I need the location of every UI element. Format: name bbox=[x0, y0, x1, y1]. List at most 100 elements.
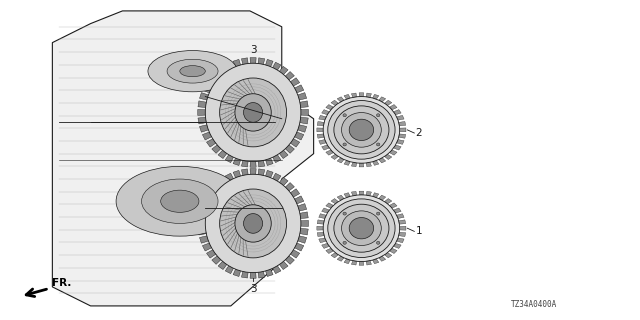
Polygon shape bbox=[389, 203, 397, 208]
Ellipse shape bbox=[205, 63, 301, 162]
Ellipse shape bbox=[116, 166, 244, 236]
Polygon shape bbox=[344, 161, 350, 165]
Ellipse shape bbox=[342, 113, 381, 147]
Polygon shape bbox=[276, 66, 288, 78]
Polygon shape bbox=[212, 72, 225, 83]
Polygon shape bbox=[271, 62, 281, 74]
Polygon shape bbox=[397, 140, 404, 144]
Polygon shape bbox=[317, 232, 324, 236]
Polygon shape bbox=[295, 101, 308, 108]
Ellipse shape bbox=[342, 211, 381, 245]
Polygon shape bbox=[233, 154, 242, 165]
Ellipse shape bbox=[376, 241, 380, 244]
Polygon shape bbox=[271, 173, 281, 185]
Ellipse shape bbox=[323, 97, 399, 163]
Ellipse shape bbox=[220, 189, 287, 258]
Polygon shape bbox=[241, 169, 249, 180]
Polygon shape bbox=[282, 142, 294, 153]
Polygon shape bbox=[198, 117, 211, 124]
Polygon shape bbox=[295, 212, 308, 219]
Polygon shape bbox=[344, 193, 350, 197]
Ellipse shape bbox=[323, 195, 399, 261]
Polygon shape bbox=[293, 204, 307, 212]
Ellipse shape bbox=[334, 204, 389, 252]
Polygon shape bbox=[218, 258, 230, 269]
Ellipse shape bbox=[161, 190, 199, 212]
Ellipse shape bbox=[167, 59, 218, 83]
Polygon shape bbox=[331, 100, 339, 106]
Polygon shape bbox=[207, 247, 220, 258]
Polygon shape bbox=[264, 265, 273, 276]
Polygon shape bbox=[359, 93, 364, 97]
Polygon shape bbox=[276, 177, 288, 189]
Polygon shape bbox=[394, 110, 401, 115]
Polygon shape bbox=[394, 208, 401, 213]
Ellipse shape bbox=[328, 199, 395, 258]
Polygon shape bbox=[257, 58, 265, 69]
Polygon shape bbox=[389, 105, 397, 110]
Polygon shape bbox=[385, 154, 392, 159]
Polygon shape bbox=[241, 267, 249, 278]
Polygon shape bbox=[250, 268, 256, 278]
Polygon shape bbox=[198, 228, 211, 235]
Polygon shape bbox=[317, 128, 323, 132]
Polygon shape bbox=[322, 145, 330, 150]
Polygon shape bbox=[296, 109, 308, 116]
Polygon shape bbox=[295, 228, 308, 235]
Polygon shape bbox=[317, 122, 324, 126]
Polygon shape bbox=[319, 214, 326, 219]
Polygon shape bbox=[264, 170, 273, 182]
Polygon shape bbox=[233, 265, 242, 276]
Ellipse shape bbox=[343, 143, 346, 146]
Polygon shape bbox=[250, 169, 256, 179]
Polygon shape bbox=[322, 110, 330, 115]
Polygon shape bbox=[319, 140, 326, 144]
Polygon shape bbox=[337, 97, 344, 102]
Polygon shape bbox=[322, 208, 330, 213]
Polygon shape bbox=[337, 256, 344, 261]
Polygon shape bbox=[200, 92, 213, 101]
Ellipse shape bbox=[328, 100, 395, 159]
Polygon shape bbox=[250, 58, 256, 68]
Ellipse shape bbox=[244, 103, 262, 122]
Polygon shape bbox=[379, 195, 386, 200]
Text: 1: 1 bbox=[415, 226, 422, 236]
Ellipse shape bbox=[343, 212, 346, 215]
Polygon shape bbox=[351, 162, 356, 167]
Polygon shape bbox=[218, 147, 230, 158]
Ellipse shape bbox=[349, 119, 374, 140]
Polygon shape bbox=[276, 147, 288, 158]
Polygon shape bbox=[372, 259, 379, 264]
Ellipse shape bbox=[334, 106, 389, 154]
Text: FR.: FR. bbox=[52, 278, 72, 288]
Polygon shape bbox=[366, 191, 371, 196]
Polygon shape bbox=[257, 169, 265, 180]
Polygon shape bbox=[271, 151, 281, 163]
Polygon shape bbox=[359, 261, 364, 265]
Ellipse shape bbox=[235, 94, 271, 131]
Text: 3: 3 bbox=[250, 45, 257, 55]
Polygon shape bbox=[264, 60, 273, 71]
Polygon shape bbox=[282, 72, 294, 83]
Polygon shape bbox=[287, 189, 300, 199]
Polygon shape bbox=[399, 128, 406, 132]
Polygon shape bbox=[198, 101, 211, 108]
Ellipse shape bbox=[220, 78, 287, 147]
Polygon shape bbox=[200, 204, 213, 212]
Polygon shape bbox=[207, 78, 220, 88]
Polygon shape bbox=[337, 158, 344, 163]
Polygon shape bbox=[225, 62, 236, 74]
Polygon shape bbox=[351, 93, 356, 97]
Polygon shape bbox=[331, 252, 339, 258]
Polygon shape bbox=[225, 262, 236, 274]
Polygon shape bbox=[287, 136, 300, 147]
Polygon shape bbox=[207, 189, 220, 199]
Polygon shape bbox=[296, 220, 308, 227]
Polygon shape bbox=[218, 177, 230, 189]
Polygon shape bbox=[287, 78, 300, 88]
Polygon shape bbox=[351, 191, 356, 196]
Polygon shape bbox=[200, 235, 213, 243]
Polygon shape bbox=[326, 203, 333, 208]
Polygon shape bbox=[326, 248, 333, 253]
Polygon shape bbox=[319, 238, 326, 243]
